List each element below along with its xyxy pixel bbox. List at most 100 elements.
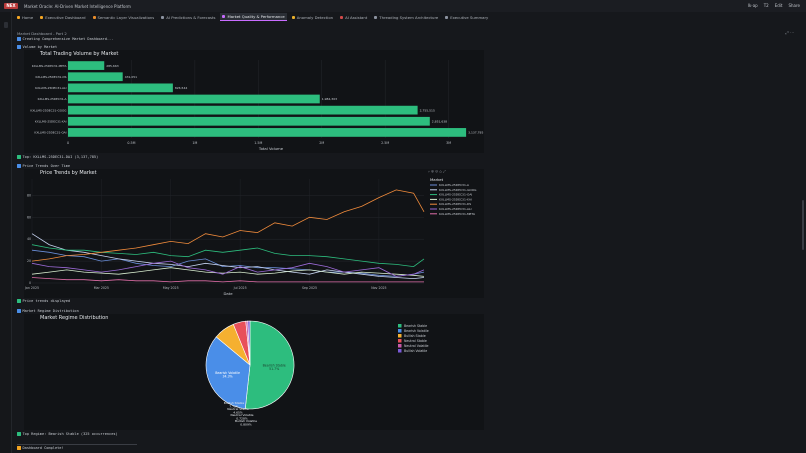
legend-entry: Bullish Stable [404,334,426,338]
expand-icon[interactable]: ⤢ [785,30,789,35]
tab-label: Executive Summary [450,14,489,20]
bar [68,128,467,137]
pie-slice [247,320,251,366]
tab-semantic-layer-visualizations[interactable]: Semantic Layer Visualizations [91,13,157,21]
legend-entry: KXLLMS-25DEC31-OAI [439,193,472,197]
slice-label: Neutral Stable 4.65% [227,407,249,415]
chart-icon [17,37,21,41]
tab-label: AI Assistant [345,14,368,20]
x-tick-label: 1M [192,141,197,145]
series-line [31,277,424,283]
output-line-top-volume: Top: KXLLMS-25DEC31-DAI (3,137,785) [17,155,98,159]
chart-icon [17,164,21,168]
x-tick-label: Sep 2025 [302,286,317,290]
legend-entry: KXLLMS-25DEC31-META [439,212,476,216]
y-tick-label: KXLLMS-25DEC31-A [38,97,67,101]
tab-home[interactable]: Home [15,13,35,21]
bar [68,105,418,115]
app-titlebar: NEX Market Oracle: AI-Driven Market Inte… [0,0,806,12]
slice-label-line: 7.78% [229,405,239,409]
legend-entry: KXLLMS-25DEC31-GOOG [439,188,477,192]
legend-swatch [398,349,402,353]
tab-icon [222,15,226,18]
series-line [31,260,425,277]
cell-header: Market Dashboard - Part 2 [17,31,67,36]
app-logo: NEX [4,3,18,9]
tab-label: Anomaly Detection [296,14,334,20]
topbar-item[interactable]: T2 [763,3,769,8]
x-tick-label: Jul 2025 [233,286,247,290]
slice-label-line: Bearish Volatile [215,371,240,375]
x-tick-label: Mar 2025 [94,286,109,290]
slice-label-line: Bearish Stable [263,363,286,367]
tab-label: Semantic Layer Visualizations [97,14,155,20]
data-label: 3,137,785 [468,131,483,135]
app-title: Market Oracle: AI-Driven Market Intellig… [24,3,131,9]
chart-icon [17,45,21,49]
slice-label: Bearish Stable 51.7% [263,363,286,371]
output-line-price-trends: Price Trends Over Time [17,164,70,168]
chart-title: Total Trading Volume by Market [39,51,118,57]
chart-title: Market Regime Distribution [40,315,108,321]
price-line-chart: Price Trends by Market ⌕ ⊕ ⊖ ⌂ ⤢ 0 20 40 60 80… [18,170,477,297]
data-label: 285,663 [106,64,118,68]
output-line-top-regime: Top Regime: Bearish Stable (325 occurren… [17,432,118,436]
y-tick-label: KXLLMS-25DEC31-XAI [35,119,67,123]
tab-icon [17,15,20,19]
x-tick-label: 2M [319,141,324,145]
tab-icon [161,15,165,19]
legend-entry: Bearish Volatile [404,329,429,333]
tab-ai-assistant[interactable]: AI Assistant [338,13,369,21]
tab-label: AI Predictions & Forecasts [166,14,216,20]
slice-label-line: 51.7% [269,367,279,371]
x-tick-label: May 2025 [163,286,179,290]
left-sidebar [0,12,12,453]
sidebar-icon[interactable] [3,22,8,28]
x-tick-label: 0.5M [127,141,135,145]
slice-label-line: 34.3% [223,375,233,379]
tab-executive-summary[interactable]: Executive Summary [443,13,490,21]
y-tick-label: KXLLMS-25DEC31-GOOG [30,108,66,112]
legend-entry: KXLLMS-25DEC31-A [439,183,470,187]
legend-entry: KXLLMS-25DEC31-DS [439,202,471,206]
y-tick-label: 60 [27,215,31,219]
output-line-volume: Volume by Market [17,45,57,49]
series-line [31,244,425,268]
topbar-actions: Ik-ap T2 Edit Share [748,3,800,8]
share-button[interactable]: Share [788,3,800,8]
bar [68,72,123,82]
x-tick-label: 2.5M [381,141,389,145]
more-icon[interactable]: ⋯ [790,30,794,35]
tab-icon [40,15,44,19]
regime-chart-panel: Market Regime Distribution Bearish Stable… [24,314,484,430]
edit-button[interactable]: Edit [774,3,783,8]
tab-threading-system-architecture[interactable]: Threading System Architecture [372,13,440,21]
slice-label-line: Neutral Stable [227,407,249,411]
y-tick-label: 80 [27,193,31,197]
series-line [31,189,425,262]
bar [68,116,430,126]
tab-anomaly-detection[interactable]: Anomaly Detection [290,13,335,21]
tab-ai-predictions-forecasts[interactable]: AI Predictions & Forecasts [159,13,217,21]
bar [68,83,173,93]
tab-market-quality-performance[interactable]: Market Quality & Performance [220,13,287,21]
scrollbar[interactable] [802,200,804,250]
slice-label: Bullish Stable 7.78% [224,401,245,409]
y-tick-label: 0 [29,281,31,285]
pie-slice [244,320,295,410]
output-line-regime: Market Regime Distribution [17,309,79,313]
series-line [31,233,425,280]
legend-entry: KXLLMS-25DEC31-ALI [439,207,472,211]
topbar-user[interactable]: Ik-ap [747,3,758,8]
x-tick-label: 3M [446,141,451,145]
output-line-complete: Dashboard Complete! [17,446,64,450]
y-tick-label: KXLLMS-25DEC31-META [32,64,67,68]
tab-executive-dashboard[interactable]: Executive Dashboard [38,13,87,21]
x-tick-label: Jan 2025 [24,286,39,290]
regime-pie-chart: Market Regime Distribution Bearish Stable… [40,315,429,427]
tab-label: Threading System Architecture [379,14,439,20]
legend-swatch [398,334,402,338]
x-axis-label: Total Volume [258,146,284,151]
legend-entry: Neutral Volatile [404,344,429,348]
tab-icon [445,15,449,19]
